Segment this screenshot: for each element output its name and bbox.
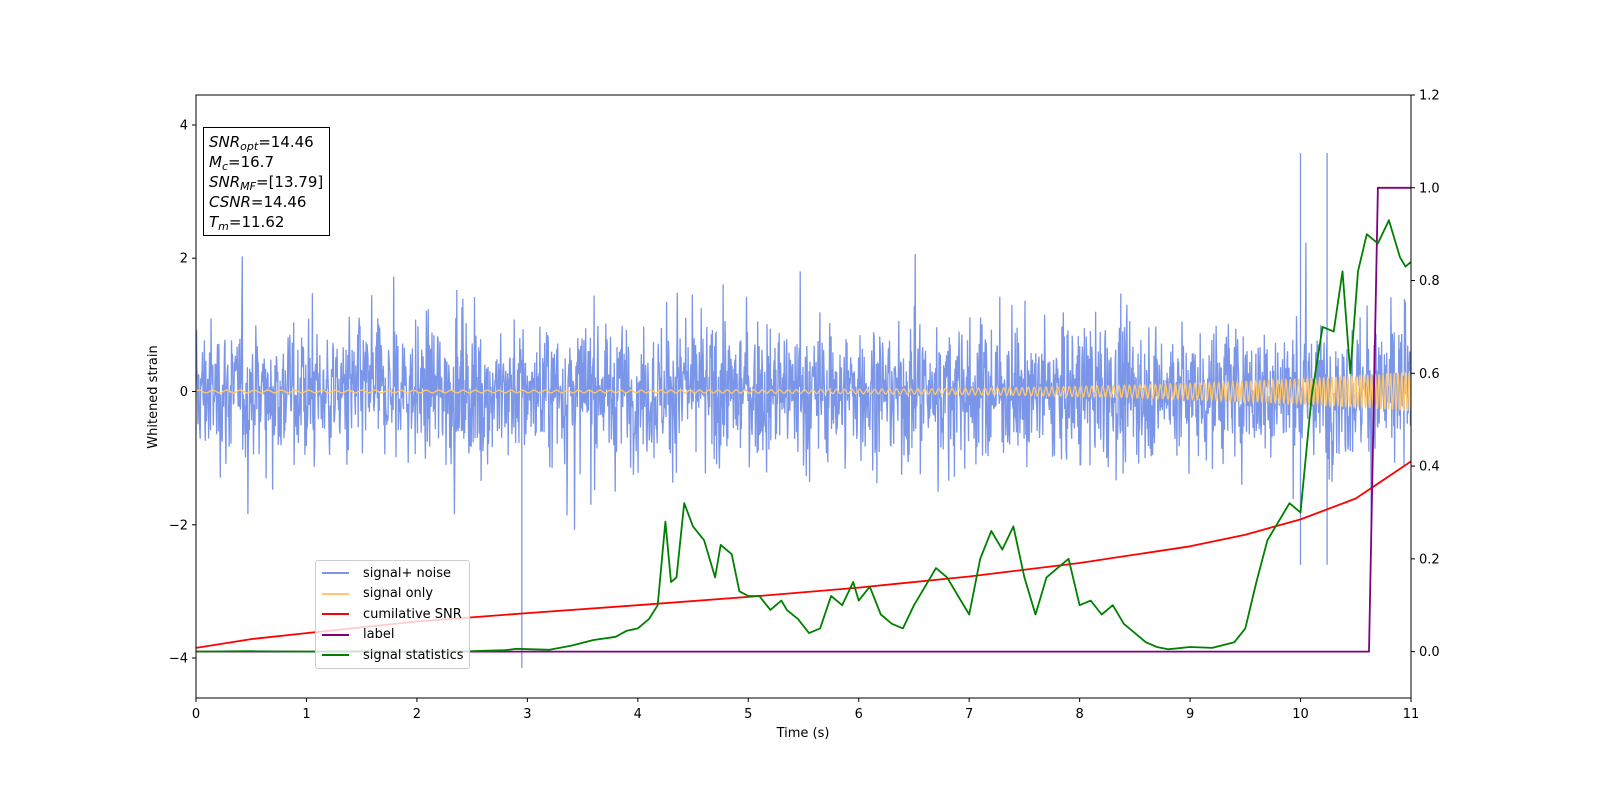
x-tick-label: 11 bbox=[1403, 707, 1420, 722]
snr-opt-subscript: opt bbox=[240, 140, 259, 153]
y-left-tick-label: −4 bbox=[169, 652, 188, 667]
x-tick-label: 10 bbox=[1292, 707, 1309, 722]
series-label-line bbox=[196, 186, 1411, 653]
axes-layer: 0 1 2 3 4 5 6 7 8 9 10 11 −4 −2 0 2 4 0.0 0.2 0.4 0.6 0.8 1.0 1… bbox=[169, 89, 1440, 723]
series-signal-only-line bbox=[196, 370, 1411, 412]
x-tick-label: 8 bbox=[1075, 707, 1083, 722]
legend-item: label bbox=[322, 625, 464, 646]
series-signal-noise-line bbox=[196, 153, 1411, 668]
csnr-symbol: CSNR bbox=[209, 193, 251, 211]
csnr-value: =14.46 bbox=[250, 193, 307, 211]
x-tick-label: 1 bbox=[302, 707, 310, 722]
series-signal-statistics-line bbox=[196, 219, 1411, 653]
x-tick-label: 3 bbox=[523, 707, 531, 722]
snr-mf-value: =[13.79] bbox=[256, 173, 324, 191]
snr-opt-line: SNRopt=14.46 bbox=[209, 132, 323, 152]
legend-swatch bbox=[322, 613, 349, 616]
snr-mf-symbol: SNR bbox=[209, 173, 241, 191]
y-left-tick-label: 2 bbox=[180, 252, 188, 267]
legend-label: signal only bbox=[363, 586, 434, 602]
y-left-tick-label: 0 bbox=[180, 385, 188, 400]
x-tick-label: 4 bbox=[634, 707, 642, 722]
y-axis-title: Whitened strain bbox=[146, 345, 161, 448]
legend-label: signal statistics bbox=[363, 647, 464, 663]
legend-swatch bbox=[322, 654, 349, 657]
y-right-tick-label: 1.2 bbox=[1419, 89, 1440, 104]
legend-item: signal statistics bbox=[322, 645, 464, 666]
legend-swatch bbox=[322, 633, 349, 636]
snr-opt-symbol: SNR bbox=[209, 133, 241, 151]
legend-item: cumilative SNR bbox=[322, 604, 464, 625]
tm-line: Tm=11.62 bbox=[209, 212, 323, 232]
y-right-tick-label: 0.4 bbox=[1419, 460, 1440, 475]
legend-swatch bbox=[322, 592, 349, 595]
legend-label: label bbox=[363, 627, 395, 643]
legend-label: cumilative SNR bbox=[363, 606, 462, 622]
legend-label: signal+ noise bbox=[363, 565, 452, 581]
x-tick-label: 2 bbox=[413, 707, 421, 722]
mc-value: =16.7 bbox=[228, 153, 274, 171]
y-left-tick-label: −2 bbox=[169, 518, 188, 533]
mc-subscript: c bbox=[221, 160, 229, 173]
x-axis-title: Time (s) bbox=[776, 726, 830, 741]
tm-value: =11.62 bbox=[228, 213, 285, 231]
csnr-line: CSNR=14.46 bbox=[209, 192, 323, 212]
y-left-tick-label: 4 bbox=[180, 118, 188, 133]
tm-subscript: m bbox=[218, 220, 229, 233]
snr-mf-line: SNRMF=[13.79] bbox=[209, 172, 323, 192]
plot-frame bbox=[195, 94, 1412, 699]
y-right-tick-label: 0.2 bbox=[1419, 552, 1440, 567]
legend-item: signal only bbox=[322, 584, 464, 605]
y-right-tick-label: 0.6 bbox=[1419, 367, 1440, 382]
x-tick-label: 5 bbox=[744, 707, 752, 722]
y-right-tick-label: 0.8 bbox=[1419, 274, 1440, 289]
legend: signal+ noise signal only cumilative SNR… bbox=[315, 560, 470, 669]
x-tick-label: 0 bbox=[192, 707, 200, 722]
mc-line: Mc=16.7 bbox=[209, 152, 323, 172]
snr-mf-subscript: MF bbox=[240, 180, 256, 193]
y-right-tick-label: 1.0 bbox=[1419, 181, 1440, 196]
x-tick-label: 7 bbox=[965, 707, 973, 722]
y-right-tick-label: 0.0 bbox=[1419, 645, 1440, 660]
x-tick-label: 6 bbox=[855, 707, 863, 722]
parameter-annotation-box: SNRopt=14.46 Mc=16.7 SNRMF=[13.79] CSNR=… bbox=[203, 127, 331, 236]
legend-swatch bbox=[322, 572, 349, 575]
mc-symbol: M bbox=[209, 153, 222, 171]
tm-symbol: T bbox=[209, 213, 219, 231]
x-tick-label: 9 bbox=[1186, 707, 1194, 722]
legend-item: signal+ noise bbox=[322, 563, 464, 584]
snr-opt-value: =14.46 bbox=[258, 133, 314, 151]
